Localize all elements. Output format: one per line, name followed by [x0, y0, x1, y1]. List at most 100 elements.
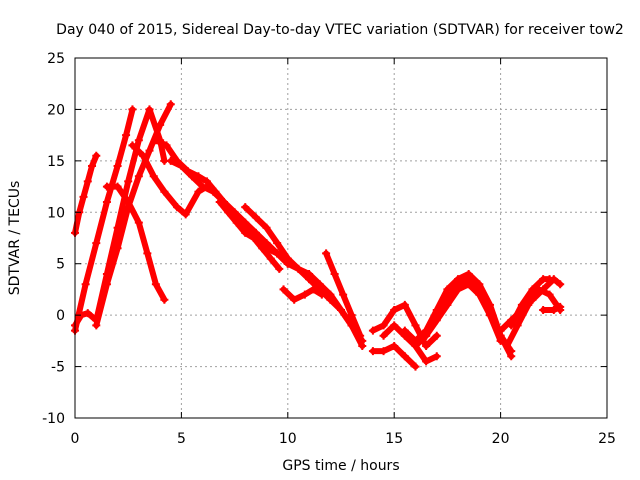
data-point [194, 187, 203, 196]
data-point [517, 300, 526, 309]
data-point [102, 270, 111, 278]
data-point [317, 290, 326, 299]
data-point [528, 285, 537, 294]
x-tick-labels: 0 5 10 15 20 25 [71, 431, 616, 447]
data-point [432, 316, 441, 325]
data-point [143, 249, 152, 258]
data-point [539, 306, 548, 314]
data-point [330, 270, 339, 278]
data-point [151, 280, 160, 289]
series-line [216, 199, 283, 272]
y-axis-label: SDTVAR / TECUs [7, 181, 23, 296]
data-point [545, 275, 554, 284]
data-point [475, 290, 484, 299]
data-point [411, 362, 420, 371]
data-point [83, 309, 92, 318]
data-point [390, 321, 399, 330]
data-point [124, 177, 133, 186]
series-pass-14 [368, 300, 441, 350]
data-point [432, 306, 441, 314]
data-point [337, 306, 345, 314]
chart-title: Day 040 of 2015, Sidereal Day-to-day VTE… [56, 22, 624, 38]
data-point [315, 280, 324, 289]
x-axis-label: GPS time / hours [282, 458, 399, 474]
data-point [347, 311, 356, 320]
data-point [390, 306, 399, 314]
data-point [556, 280, 565, 289]
data-point [198, 182, 207, 191]
data-point [258, 244, 267, 253]
data-point [279, 285, 288, 294]
series-layer [71, 100, 565, 371]
data-point [400, 326, 409, 335]
data-point [128, 141, 137, 150]
data-point [305, 270, 314, 278]
y-tick-label: -5 [51, 360, 65, 376]
data-point [139, 151, 148, 160]
data-point [322, 249, 331, 258]
data-point [113, 223, 122, 232]
data-point [454, 285, 463, 294]
x-tick-label: 25 [598, 431, 616, 447]
y-tick-label: 25 [47, 51, 65, 67]
data-point [368, 326, 377, 335]
series-pass-12 [279, 285, 326, 304]
data-point [202, 177, 211, 186]
data-point [177, 162, 186, 170]
y-tick-label: 10 [47, 205, 65, 221]
data-point [432, 352, 441, 361]
data-point [124, 198, 133, 206]
data-point [443, 285, 452, 294]
data-point [432, 331, 441, 340]
data-point [422, 357, 431, 366]
x-tick-label: 15 [385, 431, 403, 447]
y-tick-label: 0 [56, 308, 65, 324]
plot-frame [74, 57, 608, 419]
data-point [241, 203, 250, 212]
y-tick-label: 15 [47, 154, 65, 170]
x-tick-label: 10 [279, 431, 297, 447]
data-point [122, 131, 131, 140]
data-point [422, 342, 431, 350]
data-point [556, 302, 565, 311]
data-point [266, 254, 275, 263]
data-point [422, 331, 431, 340]
data-point [400, 300, 409, 309]
data-point [464, 280, 473, 289]
data-point [309, 285, 318, 294]
data-point [475, 280, 484, 289]
data-point [224, 208, 233, 217]
data-point [134, 172, 143, 181]
data-point [113, 182, 122, 191]
x-tick-label: 20 [492, 431, 510, 447]
series-pass-9 [215, 198, 284, 273]
data-point [134, 136, 143, 145]
data-point [102, 182, 111, 191]
data-point [249, 234, 258, 242]
data-point [88, 162, 97, 170]
data-point [92, 316, 101, 325]
data-point [411, 321, 420, 330]
data-point [507, 352, 516, 361]
data-point [358, 342, 367, 350]
data-point [454, 275, 463, 284]
series-line [504, 286, 564, 349]
data-point [300, 290, 309, 299]
data-point [273, 249, 282, 258]
data-point [496, 336, 505, 345]
series-pass-11 [273, 249, 367, 350]
data-point [379, 331, 388, 340]
data-point [81, 280, 90, 289]
data-point [502, 342, 511, 350]
series-line [72, 152, 100, 236]
data-point [390, 342, 399, 350]
data-point [181, 210, 190, 219]
data-point [275, 264, 284, 273]
data-point [145, 146, 154, 155]
x-tick-label: 0 [71, 431, 80, 447]
data-point [162, 141, 171, 150]
data-point [102, 198, 111, 206]
data-point [79, 192, 88, 201]
data-point [166, 156, 175, 165]
